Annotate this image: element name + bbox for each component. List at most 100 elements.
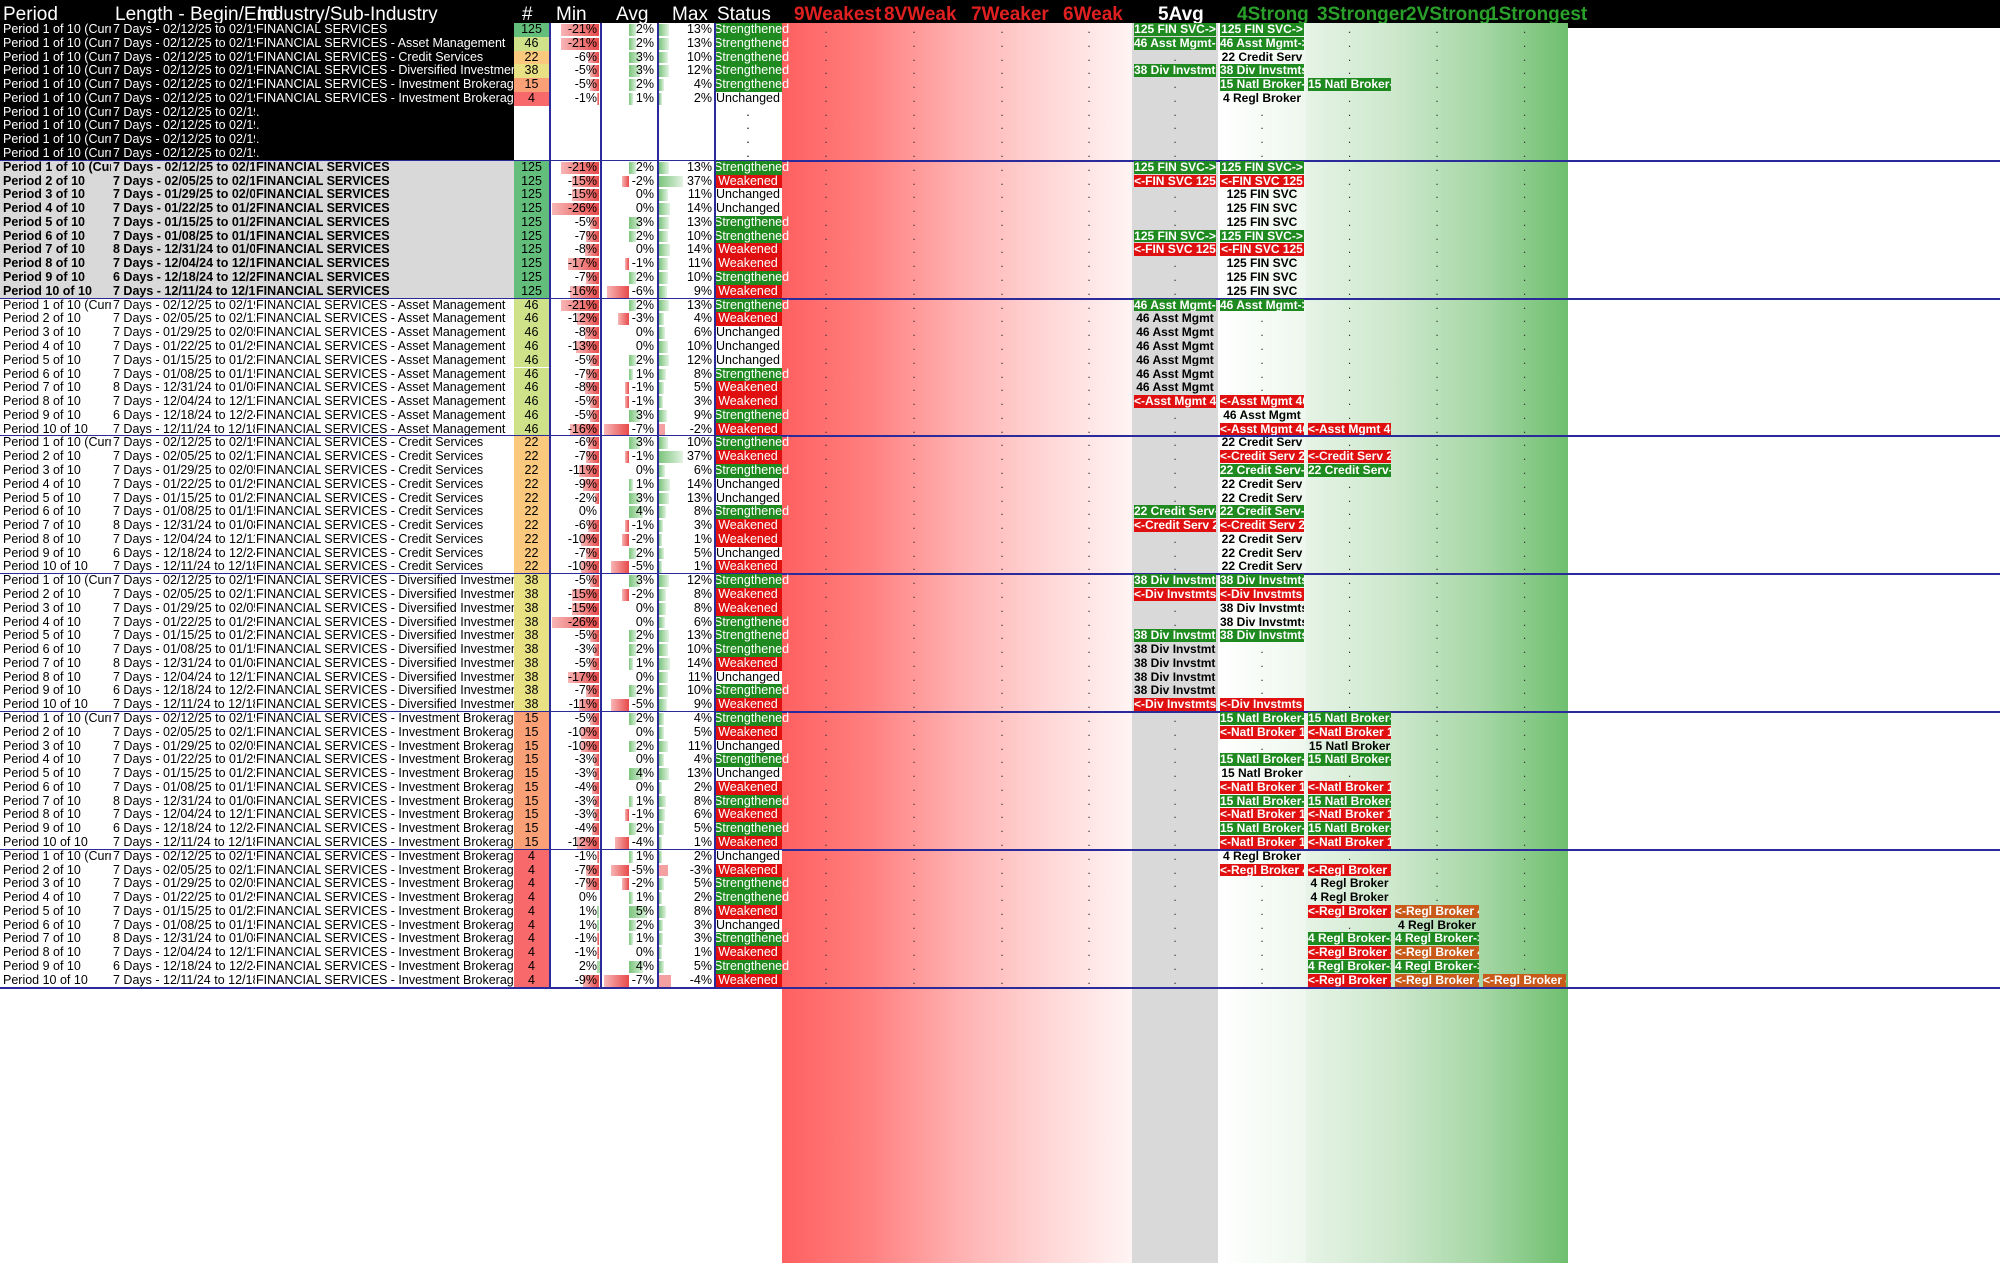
- table-row[interactable]: Period 5 of 10 7 Days - 01/15/25 to 01/22…: [0, 766, 2000, 785]
- strength-tag[interactable]: <-FIN SVC 125: [1134, 174, 1216, 188]
- strength-tag[interactable]: 46 Asst Mgmt->: [1134, 36, 1216, 50]
- table-row[interactable]: Period 1 of 10 (Current)7 Days - 02/12/2…: [0, 64, 2000, 82]
- table-row[interactable]: Period 8 of 10 7 Days - 12/04/24 to 12/11…: [0, 532, 2000, 551]
- strength-tag[interactable]: 38 Div Invstmts->: [1134, 64, 1216, 78]
- strength-tag[interactable]: 46 Asst Mgmt->: [1134, 298, 1216, 312]
- table-row[interactable]: Period 1 of 10 (Current)7 Days - 02/12/2…: [0, 91, 2000, 110]
- strength-tag[interactable]: 15 Natl Broker->: [1220, 712, 1304, 725]
- table-row[interactable]: Period 10 of 10 7 Days - 12/11/24 to 12/1…: [0, 284, 2000, 303]
- strength-tag[interactable]: 4 Regl Broker->: [1395, 932, 1479, 946]
- strength-tag[interactable]: <-Regl Broker 4: [1220, 863, 1304, 877]
- table-row[interactable]: Period 9 of 10 6 Days - 12/18/24 to 12/24…: [0, 546, 2000, 565]
- strength-tag[interactable]: 22 Credit Serv: [1221, 50, 1303, 64]
- table-row[interactable]: Period 2 of 10 7 Days - 02/05/25 to 02/12…: [0, 587, 2000, 606]
- strength-tag[interactable]: 46 Asst Mgmt: [1136, 353, 1214, 367]
- table-row[interactable]: Period 1 of 10 (Current)7 Days - 02/12/2…: [0, 711, 2000, 730]
- strength-tag[interactable]: <-Asst Mgmt 46: [1134, 395, 1216, 408]
- strength-tag[interactable]: 22 Credit Serv: [1221, 546, 1303, 560]
- strength-tag[interactable]: 38 Div Invstmts->: [1134, 629, 1216, 643]
- table-row[interactable]: Period 1 of 10 (Current)7 Days - 02/12/2…: [0, 132, 2000, 151]
- strength-tag[interactable]: 22 Credit Serv: [1221, 491, 1303, 505]
- strength-tag[interactable]: <-Regl Broker 4: [1308, 946, 1391, 960]
- strength-tag[interactable]: 125 FIN SVC->: [1134, 229, 1216, 243]
- table-row[interactable]: Period 9 of 10 6 Days - 12/18/24 to 12/24…: [0, 959, 2000, 978]
- strength-tag[interactable]: 4 Regl Broker: [1222, 849, 1302, 863]
- strength-tag[interactable]: <-Div Invstmts 38: [1134, 587, 1216, 601]
- table-row[interactable]: Period 5 of 10 7 Days - 01/15/25 to 01/22…: [0, 904, 2000, 923]
- table-row[interactable]: Period 1 of 10 (Current)7 Days - 02/12/2…: [0, 849, 2000, 868]
- column-header-period[interactable]: Period: [3, 4, 58, 25]
- table-row[interactable]: Period 1 of 10 (Current)7 Days - 02/12/2…: [0, 436, 2000, 454]
- strength-tag[interactable]: 22 Credit Serv->: [1220, 463, 1304, 477]
- table-row[interactable]: Period 2 of 10 7 Days - 02/05/25 to 02/12…: [0, 449, 2000, 468]
- strength-tag[interactable]: 125 FIN SVC: [1226, 215, 1298, 229]
- table-row[interactable]: Period 9 of 10 6 Days - 12/18/24 to 12/24…: [0, 408, 2000, 427]
- table-row[interactable]: Period 5 of 10 7 Days - 01/15/25 to 01/22…: [0, 215, 2000, 234]
- strength-tag[interactable]: 4 Regl Broker: [1310, 877, 1389, 891]
- strength-tag[interactable]: <-Credit Serv 22: [1308, 450, 1391, 463]
- strength-tag[interactable]: <-Natl Broker 15: [1308, 725, 1391, 739]
- table-row[interactable]: Period 10 of 10 7 Days - 12/11/24 to 12/1…: [0, 835, 2000, 854]
- table-row[interactable]: Period 3 of 10 7 Days - 01/29/25 to 02/05…: [0, 325, 2000, 344]
- strength-tag[interactable]: 4 Regl Broker: [1310, 891, 1389, 904]
- table-row[interactable]: Period 9 of 10 6 Days - 12/18/24 to 12/24…: [0, 821, 2000, 840]
- strength-tag[interactable]: 125 FIN SVC->: [1220, 229, 1304, 243]
- table-row[interactable]: Period 4 of 10 7 Days - 01/22/25 to 01/29…: [0, 890, 2000, 909]
- strength-tag[interactable]: <-Natl Broker 15: [1220, 780, 1304, 794]
- table-row[interactable]: Period 2 of 10 7 Days - 02/05/25 to 02/12…: [0, 174, 2000, 193]
- strength-tag[interactable]: 38 Div Invstmts->: [1220, 629, 1304, 643]
- table-row[interactable]: Period 6 of 10 7 Days - 01/08/25 to 01/15…: [0, 367, 2000, 386]
- strength-tag[interactable]: <-Natl Broker 15: [1308, 836, 1391, 849]
- table-row[interactable]: Period 7 of 10 8 Days - 12/31/24 to 01/08…: [0, 656, 2000, 675]
- strength-tag[interactable]: 38 Div Invstmts: [1134, 670, 1216, 684]
- strength-tag[interactable]: 38 Div Invstmts: [1134, 684, 1216, 698]
- strength-tag[interactable]: 125 FIN SVC: [1226, 202, 1298, 215]
- strength-tag[interactable]: 38 Div Invstmts->: [1220, 64, 1304, 78]
- column-header-count[interactable]: #: [522, 4, 533, 25]
- strength-tag[interactable]: 125 FIN SVC->: [1220, 23, 1304, 36]
- table-row[interactable]: Period 8 of 10 7 Days - 12/04/24 to 12/11…: [0, 808, 2000, 826]
- strength-tag[interactable]: 22 Credit Serv: [1221, 560, 1303, 574]
- column-header-max[interactable]: Max: [672, 4, 708, 25]
- strength-tag[interactable]: 15 Natl Broker->: [1308, 822, 1391, 835]
- strength-tag[interactable]: <-Asst Mgmt 46: [1220, 395, 1304, 408]
- table-row[interactable]: Period 6 of 10 7 Days - 01/08/25 to 01/15…: [0, 505, 2000, 523]
- table-row[interactable]: Period 2 of 10 7 Days - 02/05/25 to 02/12…: [0, 312, 2000, 330]
- table-row[interactable]: Period 3 of 10 7 Days - 01/29/25 to 02/05…: [0, 739, 2000, 758]
- strength-tag[interactable]: 22 Credit Serv->: [1308, 463, 1391, 477]
- table-row[interactable]: Period 5 of 10 7 Days - 01/15/25 to 01/22…: [0, 491, 2000, 510]
- column-header-b4[interactable]: 4Strong: [1237, 4, 1309, 25]
- strength-tag[interactable]: 46 Asst Mgmt: [1136, 326, 1214, 339]
- strength-tag[interactable]: <-FIN SVC 125: [1134, 243, 1216, 257]
- table-row[interactable]: Period 7 of 10 8 Days - 12/31/24 to 01/08…: [0, 380, 2000, 399]
- table-row[interactable]: Period 7 of 10 8 Days - 12/31/24 to 01/08…: [0, 243, 2000, 261]
- strength-tag[interactable]: <-Credit Serv 22: [1220, 450, 1304, 463]
- table-row[interactable]: Period 1 of 10 (Current)7 Days - 02/12/2…: [0, 77, 2000, 96]
- strength-tag[interactable]: <-Regl Broker 4: [1308, 973, 1391, 987]
- column-header-b6[interactable]: 6Weak: [1063, 4, 1123, 25]
- strength-tag[interactable]: 46 Asst Mgmt: [1136, 381, 1214, 395]
- table-row[interactable]: Period 7 of 10 8 Days - 12/31/24 to 01/08…: [0, 932, 2000, 950]
- table-row[interactable]: Period 4 of 10 7 Days - 01/22/25 to 01/29…: [0, 753, 2000, 771]
- table-row[interactable]: Period 3 of 10 7 Days - 01/29/25 to 02/05…: [0, 877, 2000, 895]
- table-row[interactable]: Period 10 of 10 7 Days - 12/11/24 to 12/1…: [0, 697, 2000, 716]
- column-header-b1[interactable]: 1Strongest: [1488, 4, 1588, 25]
- strength-tag[interactable]: 15 Natl Broker->: [1220, 753, 1304, 767]
- column-header-status[interactable]: Status: [717, 4, 771, 25]
- strength-tag[interactable]: 125 FIN SVC->: [1134, 160, 1216, 174]
- table-row[interactable]: Period 1 of 10 (Current)7 Days - 02/12/2…: [0, 160, 2000, 179]
- strength-tag[interactable]: 22 Credit Serv: [1221, 477, 1303, 491]
- column-header-industry[interactable]: Industry/Sub-Industry: [257, 4, 438, 25]
- table-row[interactable]: Period 1 of 10 (Current)7 Days - 02/12/2…: [0, 105, 2000, 124]
- column-header-b2[interactable]: 2VStrong: [1406, 4, 1491, 25]
- table-row[interactable]: Period 2 of 10 7 Days - 02/05/25 to 02/12…: [0, 863, 2000, 882]
- table-row[interactable]: Period 1 of 10 (Current)7 Days - 02/12/2…: [0, 298, 2000, 317]
- table-row[interactable]: Period 6 of 10 7 Days - 01/08/25 to 01/15…: [0, 642, 2000, 661]
- strength-tag[interactable]: 15 Natl Broker: [1308, 739, 1391, 753]
- table-row[interactable]: Period 4 of 10 7 Days - 01/22/25 to 01/29…: [0, 477, 2000, 496]
- column-header-b7[interactable]: 7Weaker: [971, 4, 1049, 25]
- strength-tag[interactable]: 38 Div Invstmts: [1134, 656, 1216, 670]
- strength-tag[interactable]: <-Asst Mgmt 46: [1308, 422, 1391, 436]
- strength-tag[interactable]: 4 Regl Broker->: [1308, 932, 1391, 946]
- table-row[interactable]: Period 4 of 10 7 Days - 01/22/25 to 01/29…: [0, 201, 2000, 220]
